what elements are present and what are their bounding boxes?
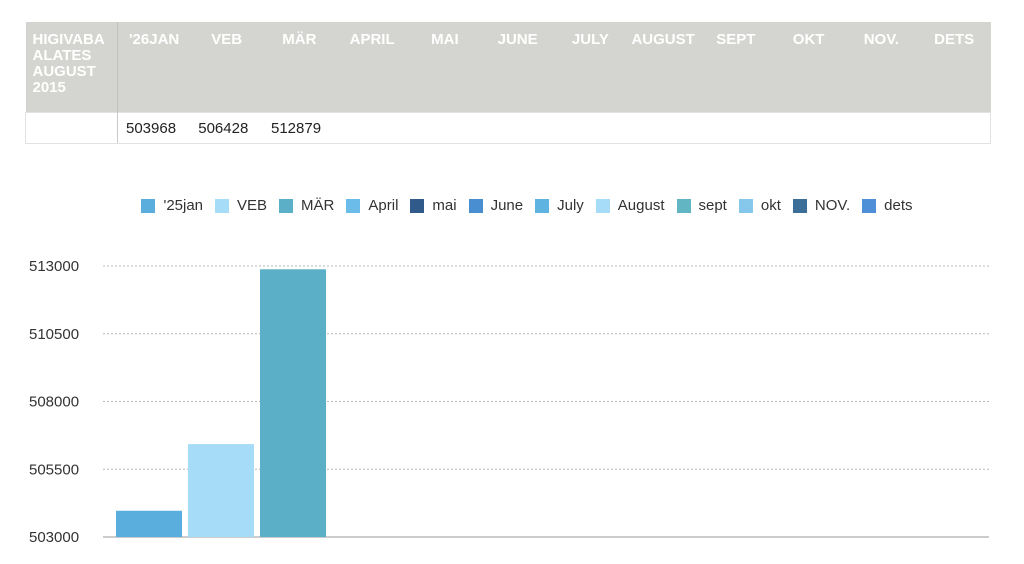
legend-swatch <box>535 198 550 213</box>
value-cell <box>554 112 627 144</box>
month-header: '26JAN <box>117 22 191 113</box>
month-header: VEB <box>190 22 263 113</box>
legend-label: '25jan <box>163 197 204 214</box>
y-tick-label: 503000 <box>29 529 79 546</box>
corner-header-line: HIGIVABA <box>32 31 105 48</box>
y-tick-label: 505500 <box>29 461 79 478</box>
header-row: HIGIVABA ALATES AUGUST 2015 '26JAN VEB M… <box>25 22 991 113</box>
value-cell <box>699 112 773 144</box>
legend-swatch <box>346 198 361 213</box>
value-cell: 503968 <box>117 112 191 144</box>
value-cell <box>917 112 991 144</box>
legend-swatch <box>862 198 877 213</box>
legend-item[interactable]: '25jan <box>141 197 203 214</box>
legend-swatch <box>676 198 691 213</box>
legend-swatch <box>141 198 156 213</box>
month-header: JUNE <box>481 22 554 113</box>
y-tick-label: 508000 <box>29 394 79 411</box>
month-header: JULY <box>554 22 627 113</box>
legend-swatch <box>468 198 483 213</box>
month-header: SEPT <box>699 22 773 113</box>
legend-label: dets <box>884 197 913 214</box>
data-table: HIGIVABA ALATES AUGUST 2015 '26JAN VEB M… <box>25 22 991 144</box>
legend-item[interactable]: VEB <box>215 197 267 214</box>
legend-item[interactable]: July <box>535 197 584 214</box>
value-cell <box>335 112 409 144</box>
corner-header: HIGIVABA ALATES AUGUST 2015 <box>25 22 118 113</box>
value-cell <box>626 112 700 144</box>
legend-item[interactable]: NOV. <box>792 197 851 214</box>
y-tick-label: 513000 <box>29 258 79 275</box>
legend-label: mai <box>432 197 457 214</box>
corner-header-line: ALATES <box>32 47 92 64</box>
bar <box>260 269 326 537</box>
bar <box>116 510 182 537</box>
legend-label: MÄR <box>301 197 335 214</box>
legend-item[interactable]: sept <box>676 197 727 214</box>
month-header: NOV. <box>845 22 918 113</box>
legend-item[interactable]: okt <box>738 197 781 214</box>
legend-item[interactable]: June <box>468 197 524 214</box>
legend-label: okt <box>760 197 781 214</box>
legend-item[interactable]: April <box>346 197 398 214</box>
month-header: DETS <box>917 22 991 113</box>
legend-label: July <box>557 197 584 214</box>
legend-swatch <box>738 198 753 213</box>
month-header: OKT <box>772 22 845 113</box>
value-cell <box>845 112 918 144</box>
value-cell <box>772 112 845 144</box>
legend-label: August <box>617 197 665 214</box>
legend-item[interactable]: MÄR <box>279 197 334 214</box>
value-cell: 512879 <box>263 112 336 144</box>
value-cell: 506428 <box>190 112 263 144</box>
legend-swatch <box>792 198 807 213</box>
value-cell <box>408 112 482 144</box>
corner-header-line: AUGUST <box>32 63 96 80</box>
legend-label: NOV. <box>814 197 851 214</box>
legend-swatch <box>595 198 610 213</box>
legend-item[interactable]: mai <box>410 197 457 214</box>
month-header: AUGUST <box>626 22 700 113</box>
legend-label: sept <box>698 197 727 214</box>
row-label-cell <box>25 112 118 144</box>
legend-item[interactable]: dets <box>862 197 913 214</box>
value-cell <box>481 112 554 144</box>
month-header: MÄR <box>263 22 336 113</box>
legend-swatch <box>279 198 294 213</box>
legend-item[interactable]: August <box>595 197 665 214</box>
table-row: 503968 506428 512879 <box>25 112 991 144</box>
month-header: APRIL <box>335 22 409 113</box>
bar <box>188 444 254 537</box>
legend-label: April <box>368 197 399 214</box>
legend-label: June <box>490 197 524 214</box>
y-tick-label: 510500 <box>29 326 79 343</box>
legend-label: VEB <box>237 197 268 214</box>
chart-legend: '25jan VEB MÄR April mai June July August sept ok… <box>0 197 1024 214</box>
legend-swatch <box>215 198 230 213</box>
bar-chart: 503000 505500 508000 510500 513000 <box>29 258 989 546</box>
legend-swatch <box>410 198 425 213</box>
corner-header-line: 2015 <box>32 79 66 96</box>
month-header: MAI <box>408 22 482 113</box>
